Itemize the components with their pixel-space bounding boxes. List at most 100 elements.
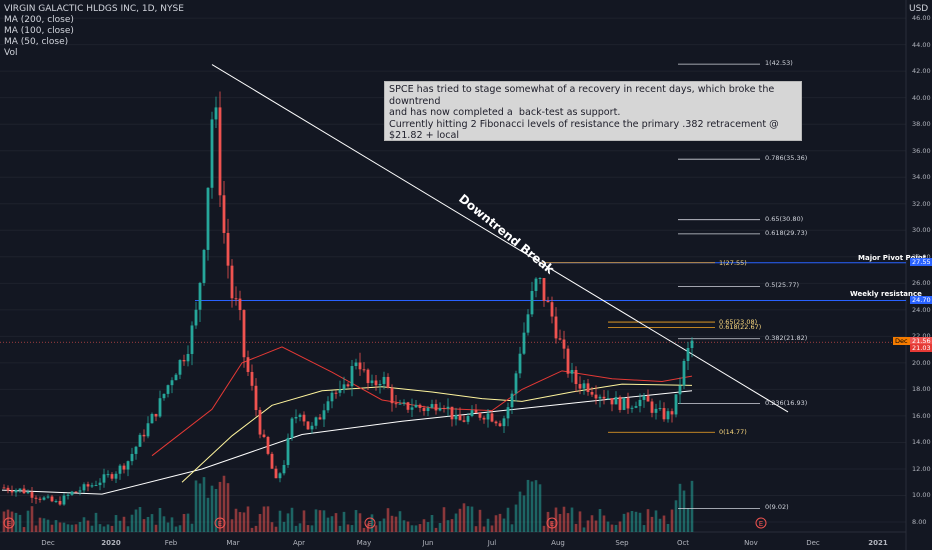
candle-body[interactable] <box>682 360 686 386</box>
candle-body[interactable] <box>662 408 666 420</box>
candle-body[interactable] <box>2 487 6 489</box>
candle-body[interactable] <box>446 406 450 409</box>
candle-body[interactable] <box>310 425 314 430</box>
candle-body[interactable] <box>666 411 670 420</box>
candle-body[interactable] <box>674 394 678 415</box>
candle-body[interactable] <box>66 494 70 496</box>
candle-body[interactable] <box>422 407 426 412</box>
candle-body[interactable] <box>370 380 374 384</box>
candle-body[interactable] <box>350 366 354 387</box>
candle-body[interactable] <box>434 404 438 411</box>
candle-body[interactable] <box>218 107 222 196</box>
candle-body[interactable] <box>366 369 370 384</box>
candle-body[interactable] <box>106 474 110 476</box>
candle-body[interactable] <box>294 416 298 419</box>
candle-body[interactable] <box>126 461 130 470</box>
candle-body[interactable] <box>190 325 194 354</box>
candle-body[interactable] <box>150 413 154 424</box>
candle-body[interactable] <box>606 398 610 400</box>
candle-body[interactable] <box>438 408 442 411</box>
candle-body[interactable] <box>114 473 118 479</box>
candle-body[interactable] <box>590 392 594 395</box>
candle-body[interactable] <box>34 497 38 499</box>
candle-body[interactable] <box>70 491 74 495</box>
candle-body[interactable] <box>234 298 238 300</box>
candle-body[interactable] <box>686 348 690 361</box>
candle-body[interactable] <box>42 497 46 500</box>
candle-body[interactable] <box>546 300 550 303</box>
candle-body[interactable] <box>62 495 66 505</box>
candle-body[interactable] <box>142 434 146 437</box>
candle-body[interactable] <box>90 485 94 487</box>
candle-body[interactable] <box>550 302 554 317</box>
earnings-marker[interactable] <box>755 517 767 529</box>
candle-body[interactable] <box>326 401 330 411</box>
candle-body[interactable] <box>530 291 534 315</box>
candle-body[interactable] <box>130 453 134 462</box>
candle-body[interactable] <box>230 265 234 299</box>
candle-body[interactable] <box>670 411 674 415</box>
candle-body[interactable] <box>362 369 366 371</box>
candle-body[interactable] <box>266 436 270 454</box>
candle-body[interactable] <box>358 362 362 370</box>
candle-body[interactable] <box>654 408 658 413</box>
candle-body[interactable] <box>470 410 474 417</box>
candle-body[interactable] <box>82 484 86 491</box>
candle-body[interactable] <box>298 414 302 417</box>
candle-body[interactable] <box>526 314 530 333</box>
legend-volume[interactable]: Vol <box>4 48 18 58</box>
candle-body[interactable] <box>226 232 230 266</box>
candle-body[interactable] <box>498 423 502 427</box>
candle-body[interactable] <box>278 473 282 479</box>
candle-body[interactable] <box>506 407 510 419</box>
candle-body[interactable] <box>26 492 30 494</box>
candle-body[interactable] <box>134 446 138 454</box>
candle-body[interactable] <box>482 417 486 420</box>
candle-body[interactable] <box>50 496 54 502</box>
candle-body[interactable] <box>594 394 598 399</box>
candle-body[interactable] <box>398 403 402 405</box>
candle-body[interactable] <box>646 395 650 402</box>
candle-body[interactable] <box>334 392 338 394</box>
candle-body[interactable] <box>210 119 214 188</box>
candle-body[interactable] <box>678 385 682 395</box>
candle-body[interactable] <box>454 414 458 420</box>
candle-body[interactable] <box>450 406 454 420</box>
candle-body[interactable] <box>542 278 546 301</box>
candle-body[interactable] <box>426 407 430 412</box>
candle-body[interactable] <box>658 408 662 410</box>
candle-body[interactable] <box>54 501 58 503</box>
candle-body[interactable] <box>174 374 178 381</box>
earnings-marker[interactable] <box>546 517 558 529</box>
candle-body[interactable] <box>118 465 122 474</box>
candle-body[interactable] <box>630 407 634 409</box>
candle-body[interactable] <box>638 399 642 407</box>
candle-body[interactable] <box>598 396 602 399</box>
candle-body[interactable] <box>58 501 62 505</box>
candle-body[interactable] <box>46 496 50 498</box>
candle-body[interactable] <box>338 389 342 393</box>
candle-body[interactable] <box>6 487 10 491</box>
candle-body[interactable] <box>162 393 166 399</box>
candle-body[interactable] <box>534 278 538 292</box>
candle-body[interactable] <box>186 353 190 362</box>
candle-body[interactable] <box>214 107 218 120</box>
candle-body[interactable] <box>486 413 490 420</box>
candle-body[interactable] <box>690 340 694 349</box>
candle-body[interactable] <box>146 423 150 437</box>
candle-body[interactable] <box>182 360 186 362</box>
candle-body[interactable] <box>286 437 290 465</box>
analysis-note[interactable]: SPCE has tried to stage somewhat of a re… <box>384 81 802 141</box>
candle-body[interactable] <box>18 488 22 491</box>
candle-body[interactable] <box>250 371 254 386</box>
candle-body[interactable] <box>194 309 198 326</box>
candle-body[interactable] <box>270 453 274 469</box>
candle-body[interactable] <box>198 282 202 310</box>
candle-body[interactable] <box>94 485 98 487</box>
candle-body[interactable] <box>170 380 174 386</box>
earnings-marker[interactable] <box>214 517 226 529</box>
candle-body[interactable] <box>382 376 386 384</box>
candle-body[interactable] <box>394 403 398 405</box>
candle-body[interactable] <box>414 404 418 408</box>
candle-body[interactable] <box>386 376 390 388</box>
